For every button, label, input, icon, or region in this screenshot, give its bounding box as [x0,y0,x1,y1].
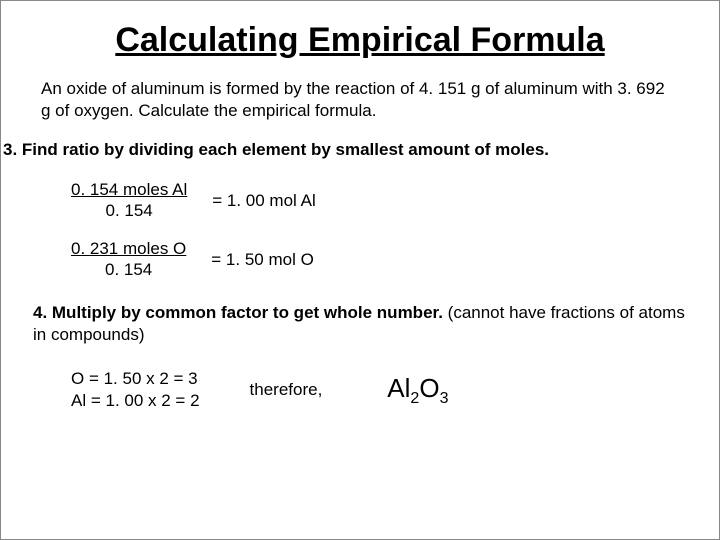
calculation-2: 0. 231 moles O 0. 154 = 1. 50 mol O [71,239,689,280]
step-3-heading: 3. Find ratio by dividing each element b… [3,140,689,160]
therefore-text: therefore, [250,380,323,400]
mult-line-o: O = 1. 50 x 2 = 3 [71,368,200,390]
fraction-al: 0. 154 moles Al 0. 154 [71,180,187,221]
step-4-text: 4. Multiply by common factor to get whol… [33,302,689,346]
slide-content: Calculating Empirical Formula An oxide o… [1,1,719,539]
numerator-al: 0. 154 moles Al [71,180,187,200]
result-o: = 1. 50 mol O [211,250,314,270]
empirical-formula: Al2O3 [387,373,448,408]
denominator-o: 0. 154 [71,259,186,280]
step-4-bold: 4. Multiply by common factor to get whol… [33,303,443,322]
denominator-al: 0. 154 [71,200,187,221]
formula-o: O [419,373,439,403]
formula-al: Al [387,373,410,403]
formula-al-sub: 2 [410,390,419,407]
formula-o-sub: 3 [440,390,449,407]
problem-statement: An oxide of aluminum is formed by the re… [41,78,669,122]
fraction-o: 0. 231 moles O 0. 154 [71,239,186,280]
multiplication-block: O = 1. 50 x 2 = 3 Al = 1. 00 x 2 = 2 [71,368,200,412]
slide-title: Calculating Empirical Formula [31,21,689,60]
result-al: = 1. 00 mol Al [212,191,315,211]
calculation-1: 0. 154 moles Al 0. 154 = 1. 00 mol Al [71,180,689,221]
final-row: O = 1. 50 x 2 = 3 Al = 1. 00 x 2 = 2 the… [71,368,689,412]
numerator-o: 0. 231 moles O [71,239,186,259]
mult-line-al: Al = 1. 00 x 2 = 2 [71,390,200,412]
